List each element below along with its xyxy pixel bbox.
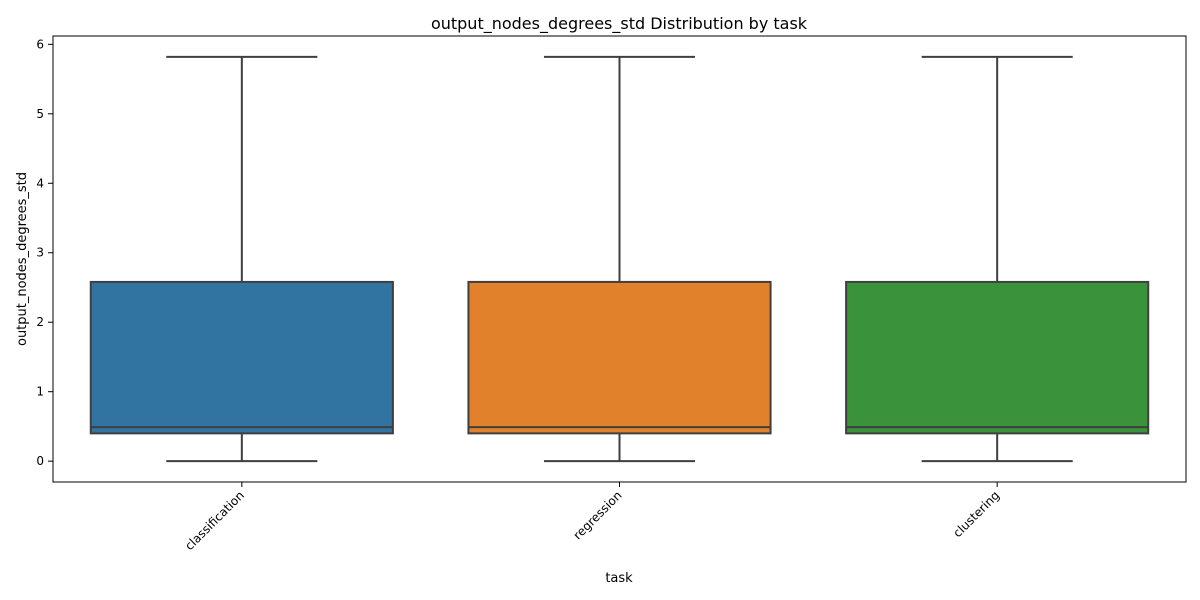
x-tick-label: clustering <box>950 488 1002 540</box>
plot-area <box>89 55 1150 463</box>
x-axis-label: task <box>605 571 633 586</box>
y-axis: 0 1 2 3 4 5 6 <box>36 37 53 468</box>
iqr-box <box>845 280 1150 435</box>
y-tick-label: 2 <box>36 315 44 329</box>
x-tick-label: classification <box>182 488 247 553</box>
x-tick-label: regression <box>571 488 625 542</box>
y-tick-label: 1 <box>36 385 44 399</box>
box-regression <box>467 55 772 463</box>
box-clustering <box>845 55 1150 463</box>
y-tick-label: 3 <box>36 246 44 260</box>
y-tick-label: 5 <box>36 107 44 121</box>
iqr-box <box>467 280 772 435</box>
box-classification <box>89 55 394 463</box>
iqr-box <box>89 280 394 435</box>
chart-title: output_nodes_degrees_std Distribution by… <box>431 14 808 34</box>
y-axis-label: output_nodes_degrees_std <box>15 172 30 346</box>
x-axis: classification regression clustering <box>182 482 1002 553</box>
y-tick-label: 4 <box>36 176 44 190</box>
y-tick-label: 0 <box>36 454 44 468</box>
y-tick-label: 6 <box>36 37 44 51</box>
